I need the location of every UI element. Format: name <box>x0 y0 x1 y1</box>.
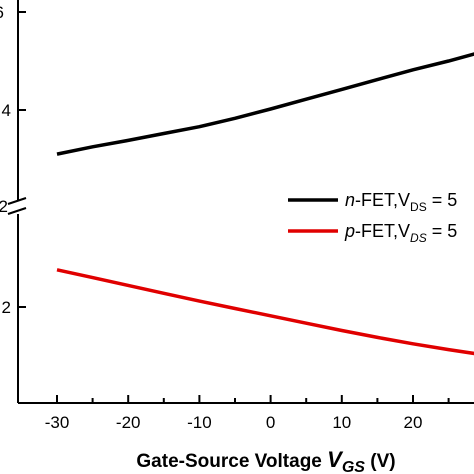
x-axis-title-sub: GS <box>342 459 365 474</box>
y-tick-label: 4 <box>2 101 11 120</box>
legend-p-tail: = 5 <box>427 221 458 241</box>
series-line-p-fet <box>56 268 474 356</box>
legend-label-p-fet: p-FET,VDS = 5 <box>344 221 457 245</box>
legend-n-rest: -FET,V <box>355 190 410 210</box>
x-tick-label: 0 <box>266 413 275 432</box>
x-tick-label: -10 <box>187 413 212 432</box>
axis-break-mark-upper <box>7 197 27 205</box>
x-axis-title-var: V <box>327 447 344 472</box>
legend-p-rest: -FET,V <box>355 221 410 241</box>
y-tick-label: 2 <box>0 197 8 216</box>
x-tick-label: 10 <box>332 413 351 432</box>
x-tick-label: -30 <box>45 413 70 432</box>
legend-n-sub: DS <box>410 200 427 214</box>
x-tick-label: -20 <box>116 413 141 432</box>
y-tick-label: 2 <box>2 298 11 317</box>
legend-n-italic: n <box>345 190 355 210</box>
legend-p-sub: DS <box>410 231 427 245</box>
y-tick-label: 6 <box>0 3 4 22</box>
axis-break-mark-lower <box>7 207 27 215</box>
x-tick-label: 20 <box>404 413 423 432</box>
legend-label-n-fet: n-FET,VDS = 5 <box>345 190 457 214</box>
x-axis-title-prefix: Gate-Source Voltage <box>136 451 327 472</box>
x-axis-title: Gate-Source Voltage VGS (V) <box>136 447 395 474</box>
series-line-n-fet <box>56 52 474 156</box>
x-axis-title-suffix: (V) <box>365 451 396 472</box>
legend-n-tail: = 5 <box>427 190 458 210</box>
legend-p-italic: p <box>344 221 355 241</box>
